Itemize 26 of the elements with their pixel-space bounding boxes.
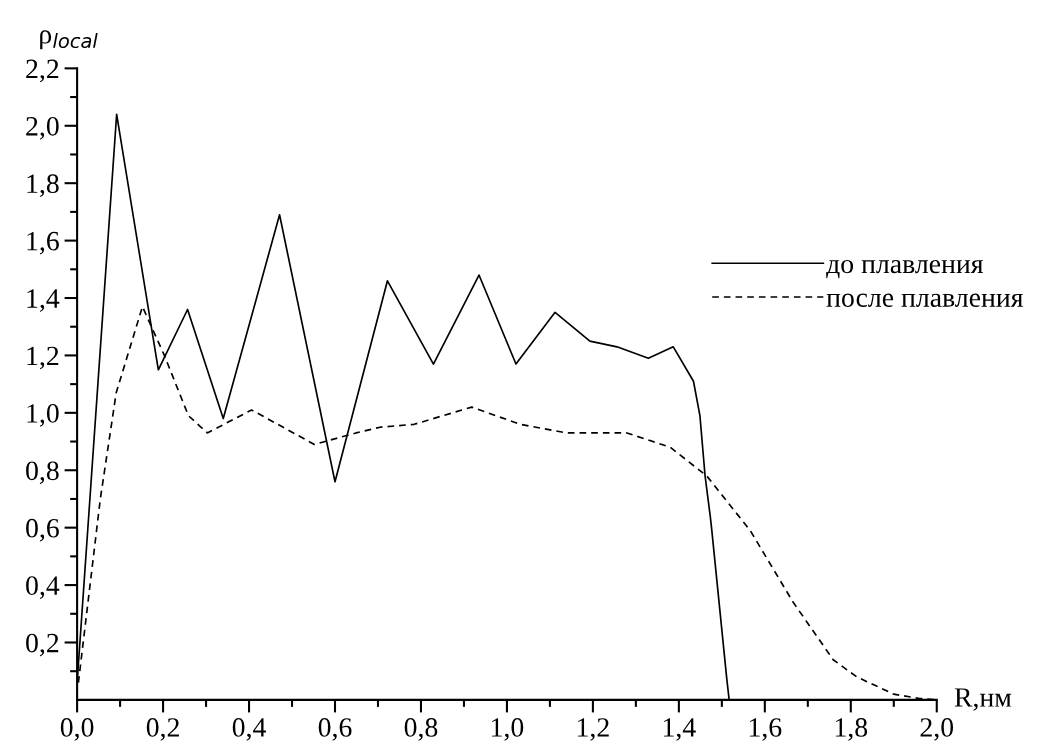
x-tick-label: 1,6 <box>749 718 782 741</box>
x-axis-title: R,нм <box>954 688 1012 711</box>
x-tick-label: 1,4 <box>663 718 696 741</box>
legend-label: после плавления <box>826 293 1023 307</box>
y-tick-label: 2,2 <box>26 59 59 83</box>
y-tick-label: 1,4 <box>27 289 60 312</box>
y-tick-label: 2,0 <box>26 116 59 140</box>
y-tick-label: 0,8 <box>26 461 59 485</box>
x-tick-label: 2,0 <box>920 718 954 741</box>
y-tick-label: 1,2 <box>27 346 59 370</box>
y-tick-label: 1,8 <box>27 174 59 198</box>
x-tick-label: 0,6 <box>318 718 352 741</box>
x-tick-label: 1,8 <box>835 718 868 741</box>
legend-label: до плавления <box>826 259 984 279</box>
x-tick-label: 1,2 <box>577 718 609 741</box>
x-tick-label: 0,8 <box>404 718 438 741</box>
y-axis-title: ρ$_{local}$ <box>40 30 98 50</box>
x-tick-label: 0,0 <box>60 718 94 741</box>
y-tick-label: 0,4 <box>26 576 60 599</box>
x-tick-label: 0,4 <box>232 718 266 741</box>
x-tick-label: 1,0 <box>492 718 524 741</box>
y-tick-label: 1,6 <box>27 231 59 255</box>
y-tick-label: 0,2 <box>26 633 59 657</box>
y-tick-label: 1,0 <box>27 404 59 427</box>
y-tick-label: 0,6 <box>26 518 59 542</box>
x-tick-label: 0,2 <box>146 718 179 741</box>
